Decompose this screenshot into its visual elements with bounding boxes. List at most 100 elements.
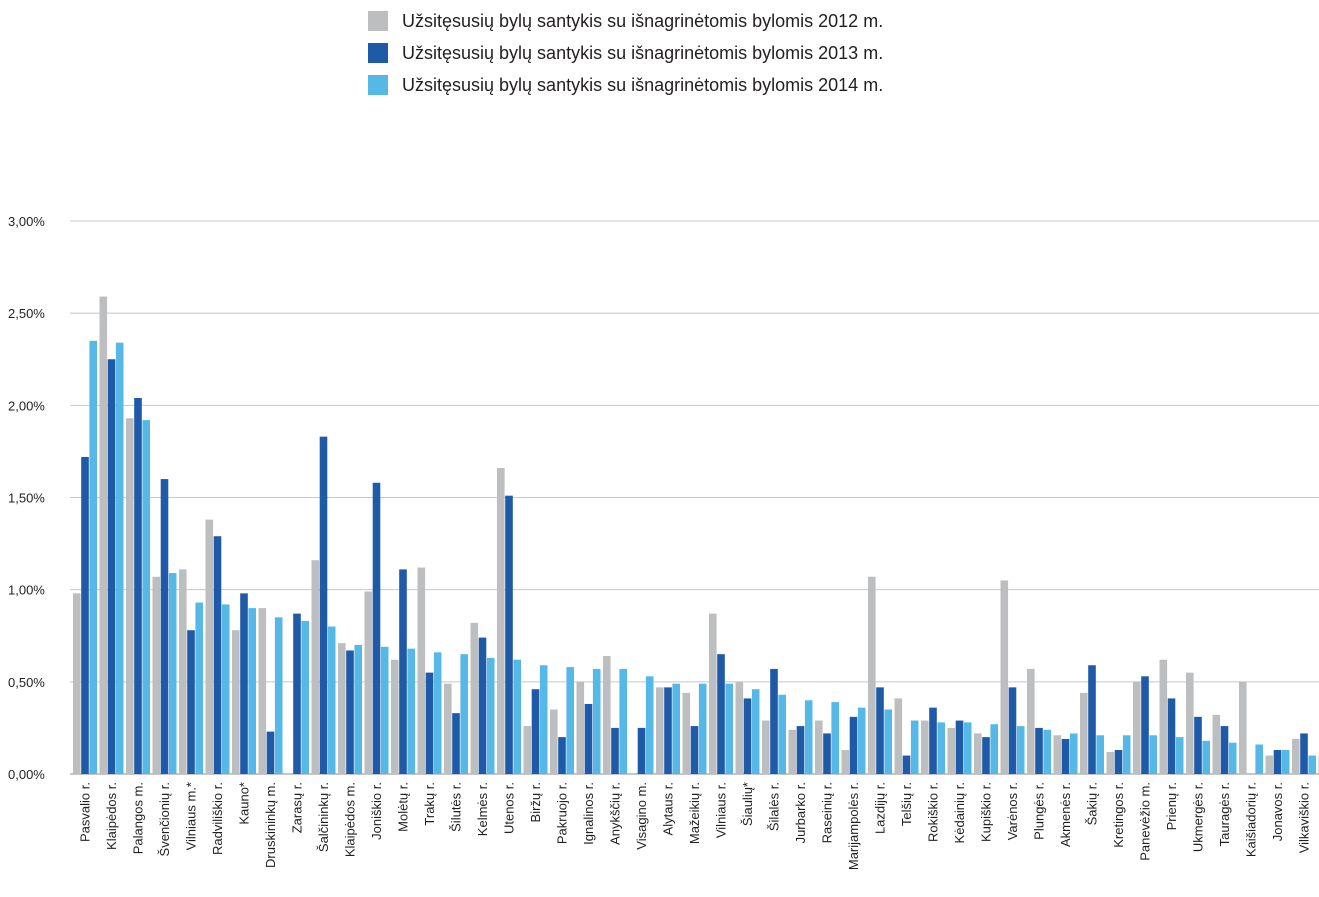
bar bbox=[99, 296, 108, 774]
bar bbox=[327, 626, 336, 774]
bar bbox=[248, 608, 256, 774]
x-tick-label: Šalčininkų r. bbox=[316, 782, 331, 852]
bar bbox=[195, 602, 203, 774]
bar bbox=[407, 648, 415, 774]
bar bbox=[619, 668, 627, 774]
bar bbox=[1202, 740, 1210, 774]
bar bbox=[478, 637, 487, 774]
bar bbox=[963, 722, 972, 774]
bar bbox=[497, 468, 505, 774]
y-tick-label: 1,00% bbox=[8, 583, 45, 598]
bar bbox=[399, 569, 407, 774]
bar bbox=[974, 733, 982, 774]
bar bbox=[876, 687, 884, 774]
bar bbox=[947, 727, 956, 774]
bar bbox=[1008, 687, 1017, 774]
bar bbox=[611, 727, 619, 774]
bar bbox=[417, 567, 426, 774]
y-tick-label: 2,50% bbox=[8, 306, 45, 321]
bar bbox=[523, 726, 532, 774]
bar bbox=[1186, 672, 1194, 774]
x-tick-label: Šiaulių* bbox=[740, 782, 755, 826]
bar bbox=[672, 683, 680, 774]
bar bbox=[1228, 742, 1237, 774]
bar bbox=[725, 683, 733, 774]
bar bbox=[513, 659, 521, 774]
legend-label: Užsitęsusių bylų santykis su išnagrinėto… bbox=[402, 75, 883, 95]
bar bbox=[391, 659, 399, 774]
bar bbox=[955, 720, 964, 774]
bar bbox=[160, 479, 169, 774]
x-tick-label: Trakų r. bbox=[422, 782, 437, 826]
bar bbox=[566, 667, 574, 774]
x-tick-label: Palangos m. bbox=[130, 782, 145, 854]
x-tick-label: Kelmės r. bbox=[475, 782, 490, 836]
bar bbox=[1122, 735, 1131, 774]
bar bbox=[1212, 715, 1221, 774]
x-tick-label: Ukmergės r. bbox=[1190, 782, 1205, 852]
x-tick-label: Alytaus r. bbox=[660, 782, 675, 835]
x-tick-label: Plungės r. bbox=[1031, 782, 1046, 840]
bar bbox=[346, 650, 354, 774]
x-tick-label: Kaišiadorių r. bbox=[1243, 782, 1258, 857]
x-tick-label: Jonavos r. bbox=[1270, 782, 1285, 841]
bar bbox=[1175, 737, 1184, 774]
y-tick-label: 3,00% bbox=[8, 214, 45, 229]
bar bbox=[796, 726, 805, 774]
bar bbox=[266, 731, 275, 774]
x-tick-label: Vilkaviškio r. bbox=[1296, 782, 1311, 853]
bar bbox=[804, 700, 813, 774]
bar bbox=[1149, 735, 1157, 774]
bar bbox=[884, 709, 892, 774]
bar bbox=[1220, 726, 1229, 774]
y-tick-label: 1,50% bbox=[8, 491, 45, 506]
bar bbox=[815, 720, 823, 774]
x-tick-label: Jurbarko r. bbox=[793, 782, 808, 843]
bar bbox=[894, 698, 903, 774]
bar bbox=[319, 436, 328, 774]
bar bbox=[1080, 692, 1088, 774]
x-tick-label: Biržų r. bbox=[528, 782, 543, 822]
bar bbox=[709, 613, 717, 774]
x-tick-label: Joniškio r. bbox=[369, 782, 384, 840]
x-tick-label: Klaipėdos r. bbox=[104, 782, 119, 850]
bar bbox=[1273, 750, 1282, 774]
bar bbox=[107, 359, 116, 774]
bar bbox=[539, 665, 548, 774]
bar bbox=[664, 687, 672, 774]
x-tick-label: Kretingos r. bbox=[1111, 782, 1126, 848]
bar bbox=[637, 727, 646, 774]
x-tick-label: Zarasų r. bbox=[289, 782, 304, 833]
x-tick-label: Kėdainių r. bbox=[952, 782, 967, 843]
bar bbox=[656, 687, 664, 774]
bar bbox=[213, 536, 222, 774]
bar bbox=[1167, 698, 1176, 774]
x-tick-label: Šilutės r. bbox=[448, 782, 463, 832]
bar bbox=[849, 716, 858, 774]
x-tick-label: Lazdijų r. bbox=[872, 782, 887, 834]
bar bbox=[751, 689, 760, 774]
bar bbox=[921, 720, 929, 774]
bar bbox=[717, 654, 725, 774]
legend-label: Užsitęsusių bylų santykis su išnagrinėto… bbox=[402, 43, 883, 63]
bar bbox=[293, 613, 301, 774]
bar bbox=[743, 698, 752, 774]
bar bbox=[1035, 727, 1043, 774]
bar bbox=[240, 593, 248, 774]
x-tick-label: Anykščių r. bbox=[607, 782, 622, 845]
bar bbox=[778, 694, 786, 774]
bar bbox=[831, 702, 839, 774]
x-tick-label: Šilalės r. bbox=[766, 782, 781, 831]
bar bbox=[425, 672, 434, 774]
bar bbox=[1300, 733, 1308, 774]
bar bbox=[505, 495, 513, 774]
bar bbox=[558, 737, 566, 774]
bar bbox=[1159, 659, 1168, 774]
bar bbox=[364, 591, 373, 774]
bar bbox=[690, 726, 699, 774]
bar bbox=[258, 608, 267, 774]
bar bbox=[603, 656, 611, 774]
bar bbox=[433, 652, 442, 774]
bar bbox=[857, 707, 866, 774]
gridlines bbox=[70, 220, 1319, 775]
